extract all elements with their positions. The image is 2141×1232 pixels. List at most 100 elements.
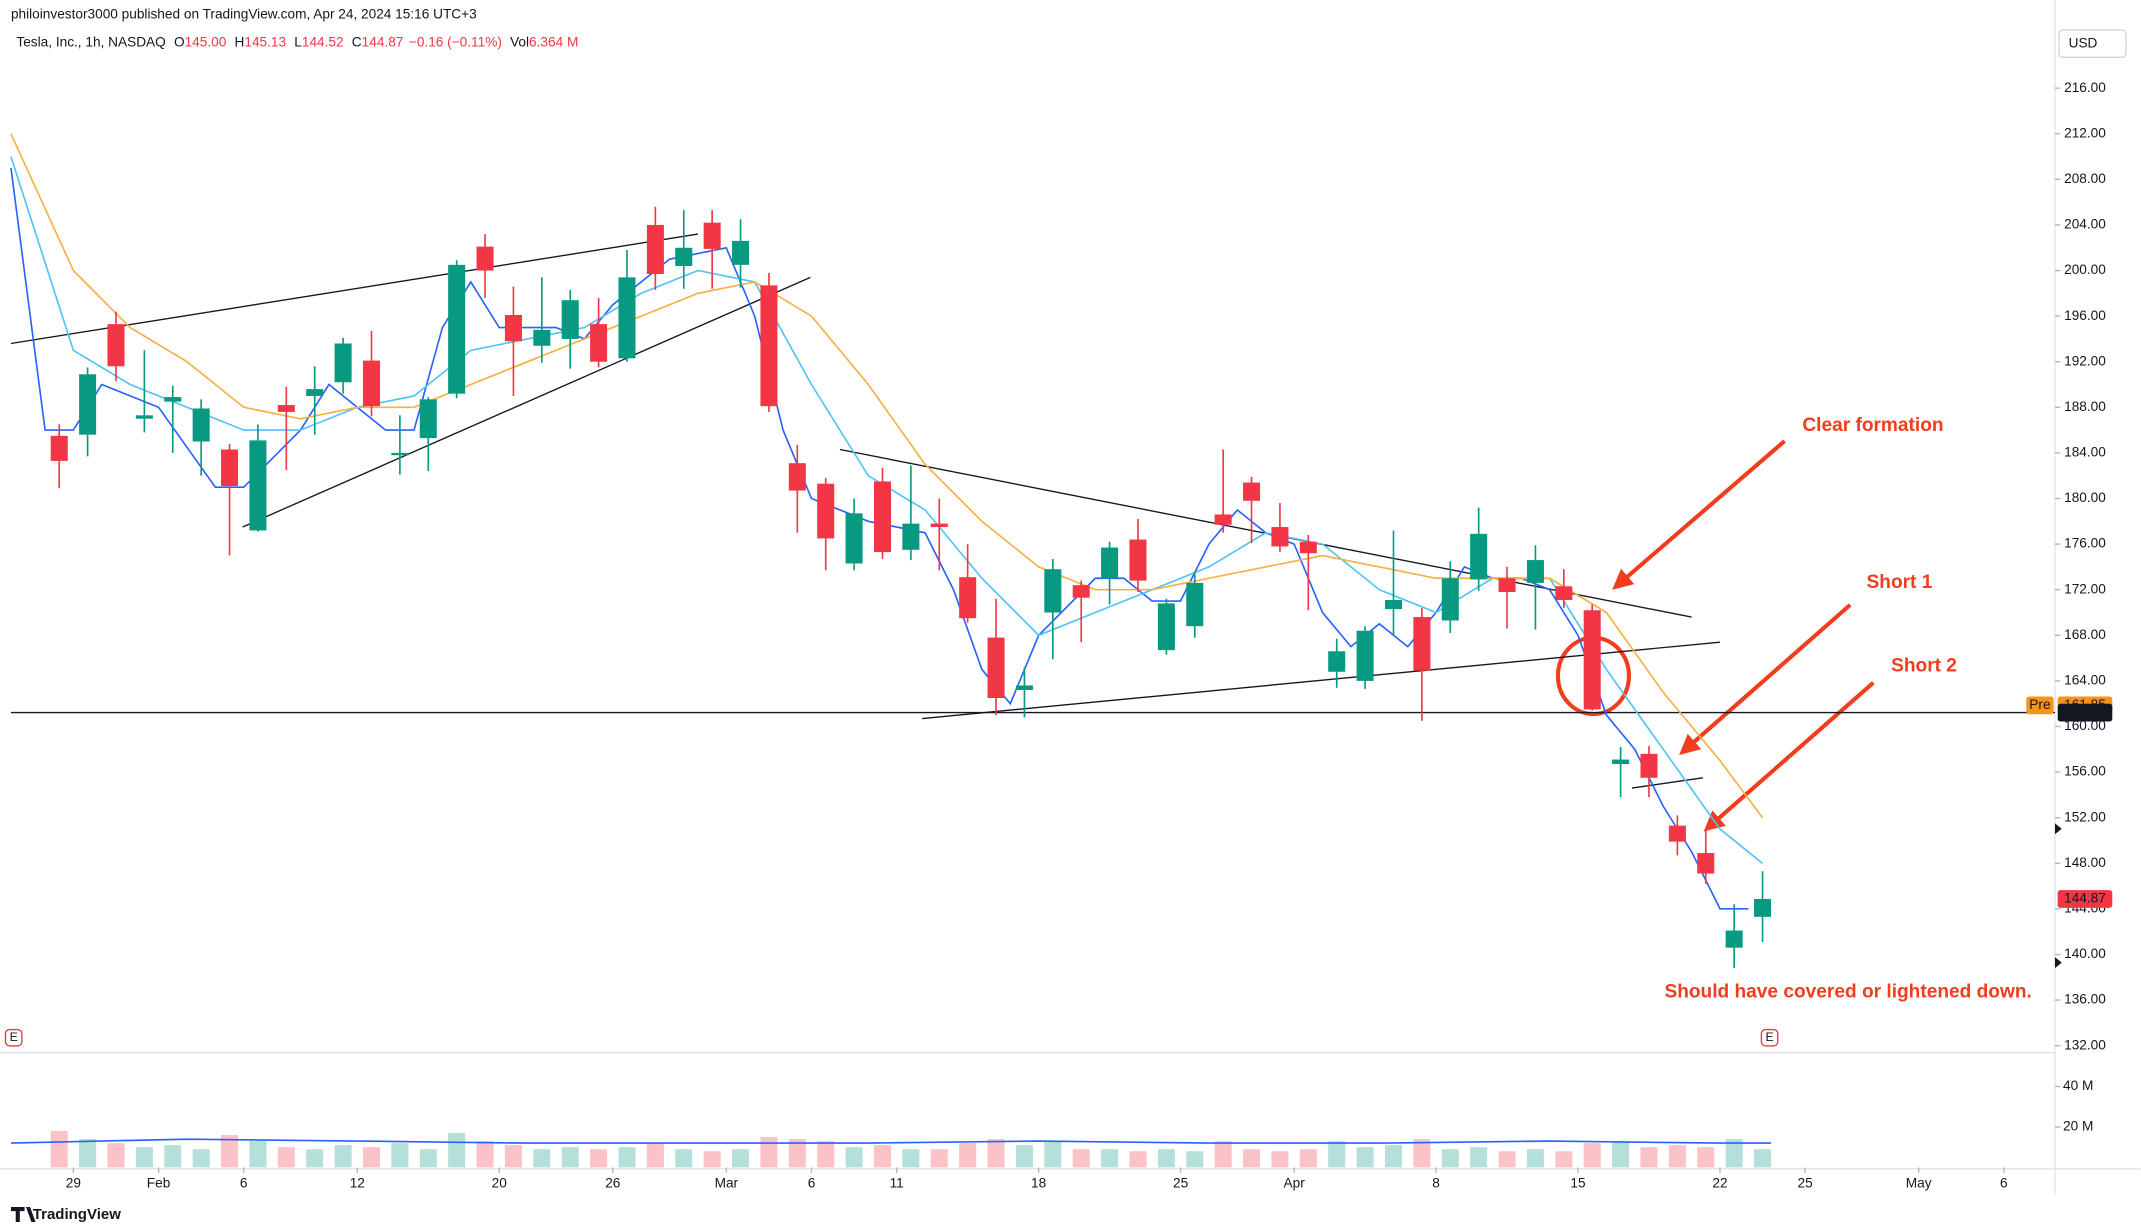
volume-bar [50,1131,68,1168]
y-tick-label: 188.00 [2064,399,2106,414]
y-tick-label: 200.00 [2064,262,2106,277]
volume-bar [1072,1149,1090,1168]
volume-bar [930,1149,948,1168]
volume-bar [1271,1151,1289,1168]
volume-bar [1612,1141,1630,1168]
volume-bar [1583,1143,1601,1168]
volume-bar [107,1143,125,1168]
candle-body [845,513,863,564]
axis-marker [2054,823,2062,835]
arrow [1703,681,1875,832]
x-tick-label: Feb [147,1175,171,1190]
brand[interactable]: TradingView [33,1206,121,1223]
volume-tick-label: 20 M [2063,1119,2093,1134]
x-tick-label: 6 [808,1175,816,1190]
volume-bar [419,1149,437,1168]
symbol: Tesla, Inc., 1h, NASDAQ [16,34,165,49]
annotation: Short 1 [1867,572,1933,593]
volume-bar [249,1141,267,1168]
y-tick-label: 168.00 [2064,627,2106,642]
x-tick-label: Apr [1284,1175,1306,1190]
candle-body [732,240,750,265]
legend-key: O [174,34,185,49]
candle-body [362,360,381,407]
volume-bar [1129,1151,1147,1168]
candle-body [1044,569,1062,613]
candle-body [1725,930,1743,948]
x-tick-label: May [1906,1175,1932,1190]
x-tick-label: 26 [605,1175,620,1190]
candle-body [1470,533,1488,580]
volume-bar [164,1145,182,1168]
x-tick-label: 15 [1570,1175,1586,1190]
x-tick-label: 29 [66,1175,81,1190]
candle-body [675,247,693,266]
candle-body [646,224,664,274]
legend-key: Vol [510,34,529,49]
volume-ma [10,1138,1772,1144]
volume-tick-label: 40 M [2063,1078,2093,1093]
candle-body [1441,578,1459,621]
earnings-label: E [10,1030,18,1044]
candle-body [334,343,352,383]
candle-body [1413,617,1431,671]
y-tick-label: 196.00 [2064,308,2106,323]
candle-body [618,277,636,359]
symbol-legend: Tesla, Inc., 1h, NASDAQ O145.00 H145.13 L14… [16,34,578,49]
candle-body [1498,578,1516,592]
y-tick-label: 204.00 [2064,217,2106,232]
candle-body [79,374,97,435]
candle-body [533,329,551,346]
candle-body [1243,482,1261,501]
volume-bar [1243,1149,1261,1168]
candle-body [50,435,68,461]
y-tick-label: 212.00 [2064,125,2106,140]
volume-bar [1356,1147,1374,1168]
candle-body [1668,825,1686,842]
currency-button[interactable] [2058,29,2127,59]
volume-bar [1470,1147,1488,1168]
legend-value: 144.52 [302,34,344,49]
candle-body [1299,541,1317,554]
volume-bar [1413,1139,1431,1168]
y-tick-label: 140.00 [2064,946,2106,961]
volume-bar [1640,1147,1658,1168]
volume-bar [533,1149,551,1168]
currency-label[interactable]: USD [2069,35,2098,50]
candle-body [1101,547,1119,579]
arrow [1679,603,1852,756]
candle-body [760,285,778,407]
volume-bar [1214,1141,1232,1168]
candle-body [1271,527,1289,547]
candle-body [135,415,153,419]
volume-bar [675,1149,693,1168]
candle-body [1072,585,1090,598]
last-price-label: 144.87 [2064,891,2106,906]
y-tick-label: 148.00 [2064,855,2106,870]
volume-bar [362,1147,381,1168]
candle-body [1526,560,1544,583]
volume-bar [1697,1147,1715,1168]
x-tick-label: 8 [1432,1175,1440,1190]
candle-body [788,463,806,491]
volume-bar [448,1133,466,1168]
legend-key: L [294,34,302,49]
annotation: Short 2 [1891,655,1957,676]
x-tick-label: 6 [240,1175,248,1190]
line-price-tag [2057,703,2113,722]
legend-key: C [352,34,362,49]
volume-bar [1186,1151,1204,1168]
volume-bar [590,1149,608,1168]
x-tick-label: 18 [1031,1175,1046,1190]
candle-body [1157,603,1175,651]
candle-body [419,399,437,439]
volume-bar [504,1145,522,1168]
candle-body [1214,514,1232,525]
candle-body [1612,759,1630,765]
line-price-label: 161.22 [2064,704,2106,719]
volume-bar [845,1147,863,1168]
legend-key: H [235,34,245,49]
axis-marker [2054,957,2062,969]
